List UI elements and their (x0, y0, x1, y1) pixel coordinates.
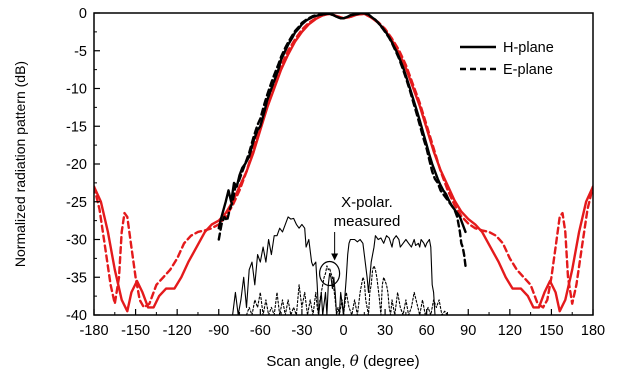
y-tick-label: -30 (66, 233, 87, 249)
annotation-line2: measured (334, 213, 401, 230)
x-tick-label: 150 (539, 323, 563, 339)
y-tick-label: -5 (74, 44, 87, 60)
legend: H-plane E-plane (460, 40, 554, 78)
annotation-ellipse (319, 260, 341, 287)
x-tick-label: -60 (250, 323, 271, 339)
y-tick-label: -35 (66, 270, 87, 286)
y-tick-label: 0 (79, 6, 87, 22)
series-line-4 (232, 216, 436, 315)
y-tick-label: -25 (66, 195, 87, 211)
series-line-3 (217, 13, 467, 268)
x-axis-label-unit: (degree) (359, 353, 420, 370)
y-tick-label: -15 (66, 119, 87, 135)
x-tick-label: -150 (121, 323, 150, 339)
x-tick-label: -120 (163, 323, 192, 339)
y-axis-label: Normalized radiation pattern (dB) (12, 61, 28, 267)
y-tick-label: -40 (66, 308, 87, 324)
x-tick-label: 180 (581, 323, 605, 339)
series-line-2 (217, 13, 467, 234)
legend-label-e-plane: E-plane (503, 62, 553, 78)
legend-label-h-plane: H-plane (503, 40, 554, 56)
series-line-0 (94, 13, 593, 313)
ticks-layer: -180 -150 -120 -90 -60 -30 0 30 60 90 120 150 180 0 -5… (66, 6, 605, 339)
x-tick-label: -180 (79, 323, 108, 339)
series-layer (94, 13, 593, 315)
series-line-1 (94, 13, 593, 309)
x-tick-label: 0 (339, 323, 347, 339)
x-tick-label: 30 (377, 323, 393, 339)
y-tick-label: -20 (66, 157, 87, 173)
x-axis-label-text: Scan angle, (266, 353, 349, 370)
annotation: X-polar. measured (319, 194, 401, 287)
annotation-arrowhead (331, 253, 339, 261)
x-tick-label: 60 (419, 323, 435, 339)
x-tick-label: -30 (291, 323, 312, 339)
x-axis-label-symbol: θ (350, 352, 359, 370)
y-tick-label: -10 (66, 82, 87, 98)
x-tick-label: 90 (460, 323, 476, 339)
x-axis-label: Scan angle, θ (degree) (266, 352, 419, 370)
annotation-line1: X-polar. (341, 194, 393, 211)
x-tick-label: 120 (498, 323, 522, 339)
x-tick-label: -90 (208, 323, 229, 339)
